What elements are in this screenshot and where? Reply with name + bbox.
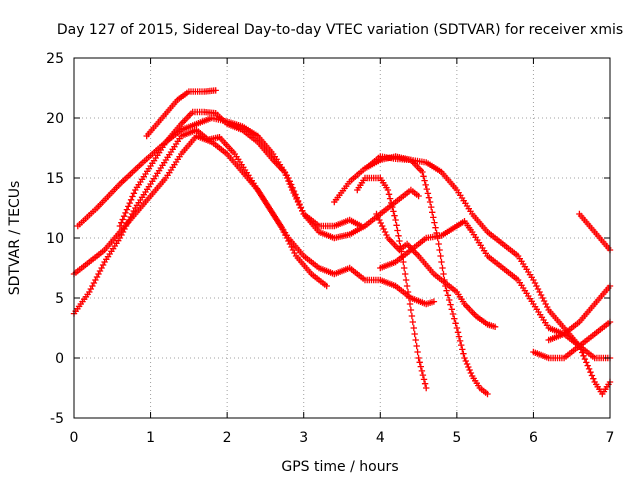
y-tick-label: 10 [46, 231, 64, 247]
x-tick-label: 2 [223, 430, 232, 446]
y-tick-label: 20 [46, 111, 64, 127]
data-series [70, 87, 614, 398]
x-tick-label: 4 [376, 430, 385, 446]
y-tick-label: 25 [46, 51, 64, 67]
series-track-8 [373, 210, 499, 330]
y-axis-label: SDTVAR / TECUs [7, 181, 23, 296]
series-track-4 [116, 114, 422, 242]
series-track-3 [70, 126, 330, 317]
series-track-6 [354, 174, 430, 392]
x-axis-label: GPS time / hours [281, 459, 398, 475]
y-tick-label: 15 [46, 171, 64, 187]
chart-title: Day 127 of 2015, Sidereal Day-to-day VTE… [57, 22, 623, 38]
series-track-10 [365, 153, 614, 398]
x-tick-label: 5 [452, 430, 461, 446]
x-tick-label: 0 [70, 430, 79, 446]
series-track-13 [576, 210, 614, 254]
x-tick-label: 1 [146, 430, 155, 446]
series-track-12 [545, 282, 614, 344]
y-tick-label: 0 [55, 351, 64, 367]
y-tick-label: 5 [55, 291, 64, 307]
series-track-11 [530, 318, 614, 362]
y-tick-label: -5 [50, 411, 64, 427]
series-track-1 [74, 108, 365, 230]
series-track-5 [143, 87, 219, 140]
x-tick-label: 3 [299, 430, 308, 446]
axis-ticks: 0 1 2 3 4 5 6 7 -5 0 5 10 15 20 25 [46, 51, 614, 446]
x-tick-label: 7 [606, 430, 615, 446]
x-tick-label: 6 [529, 430, 538, 446]
